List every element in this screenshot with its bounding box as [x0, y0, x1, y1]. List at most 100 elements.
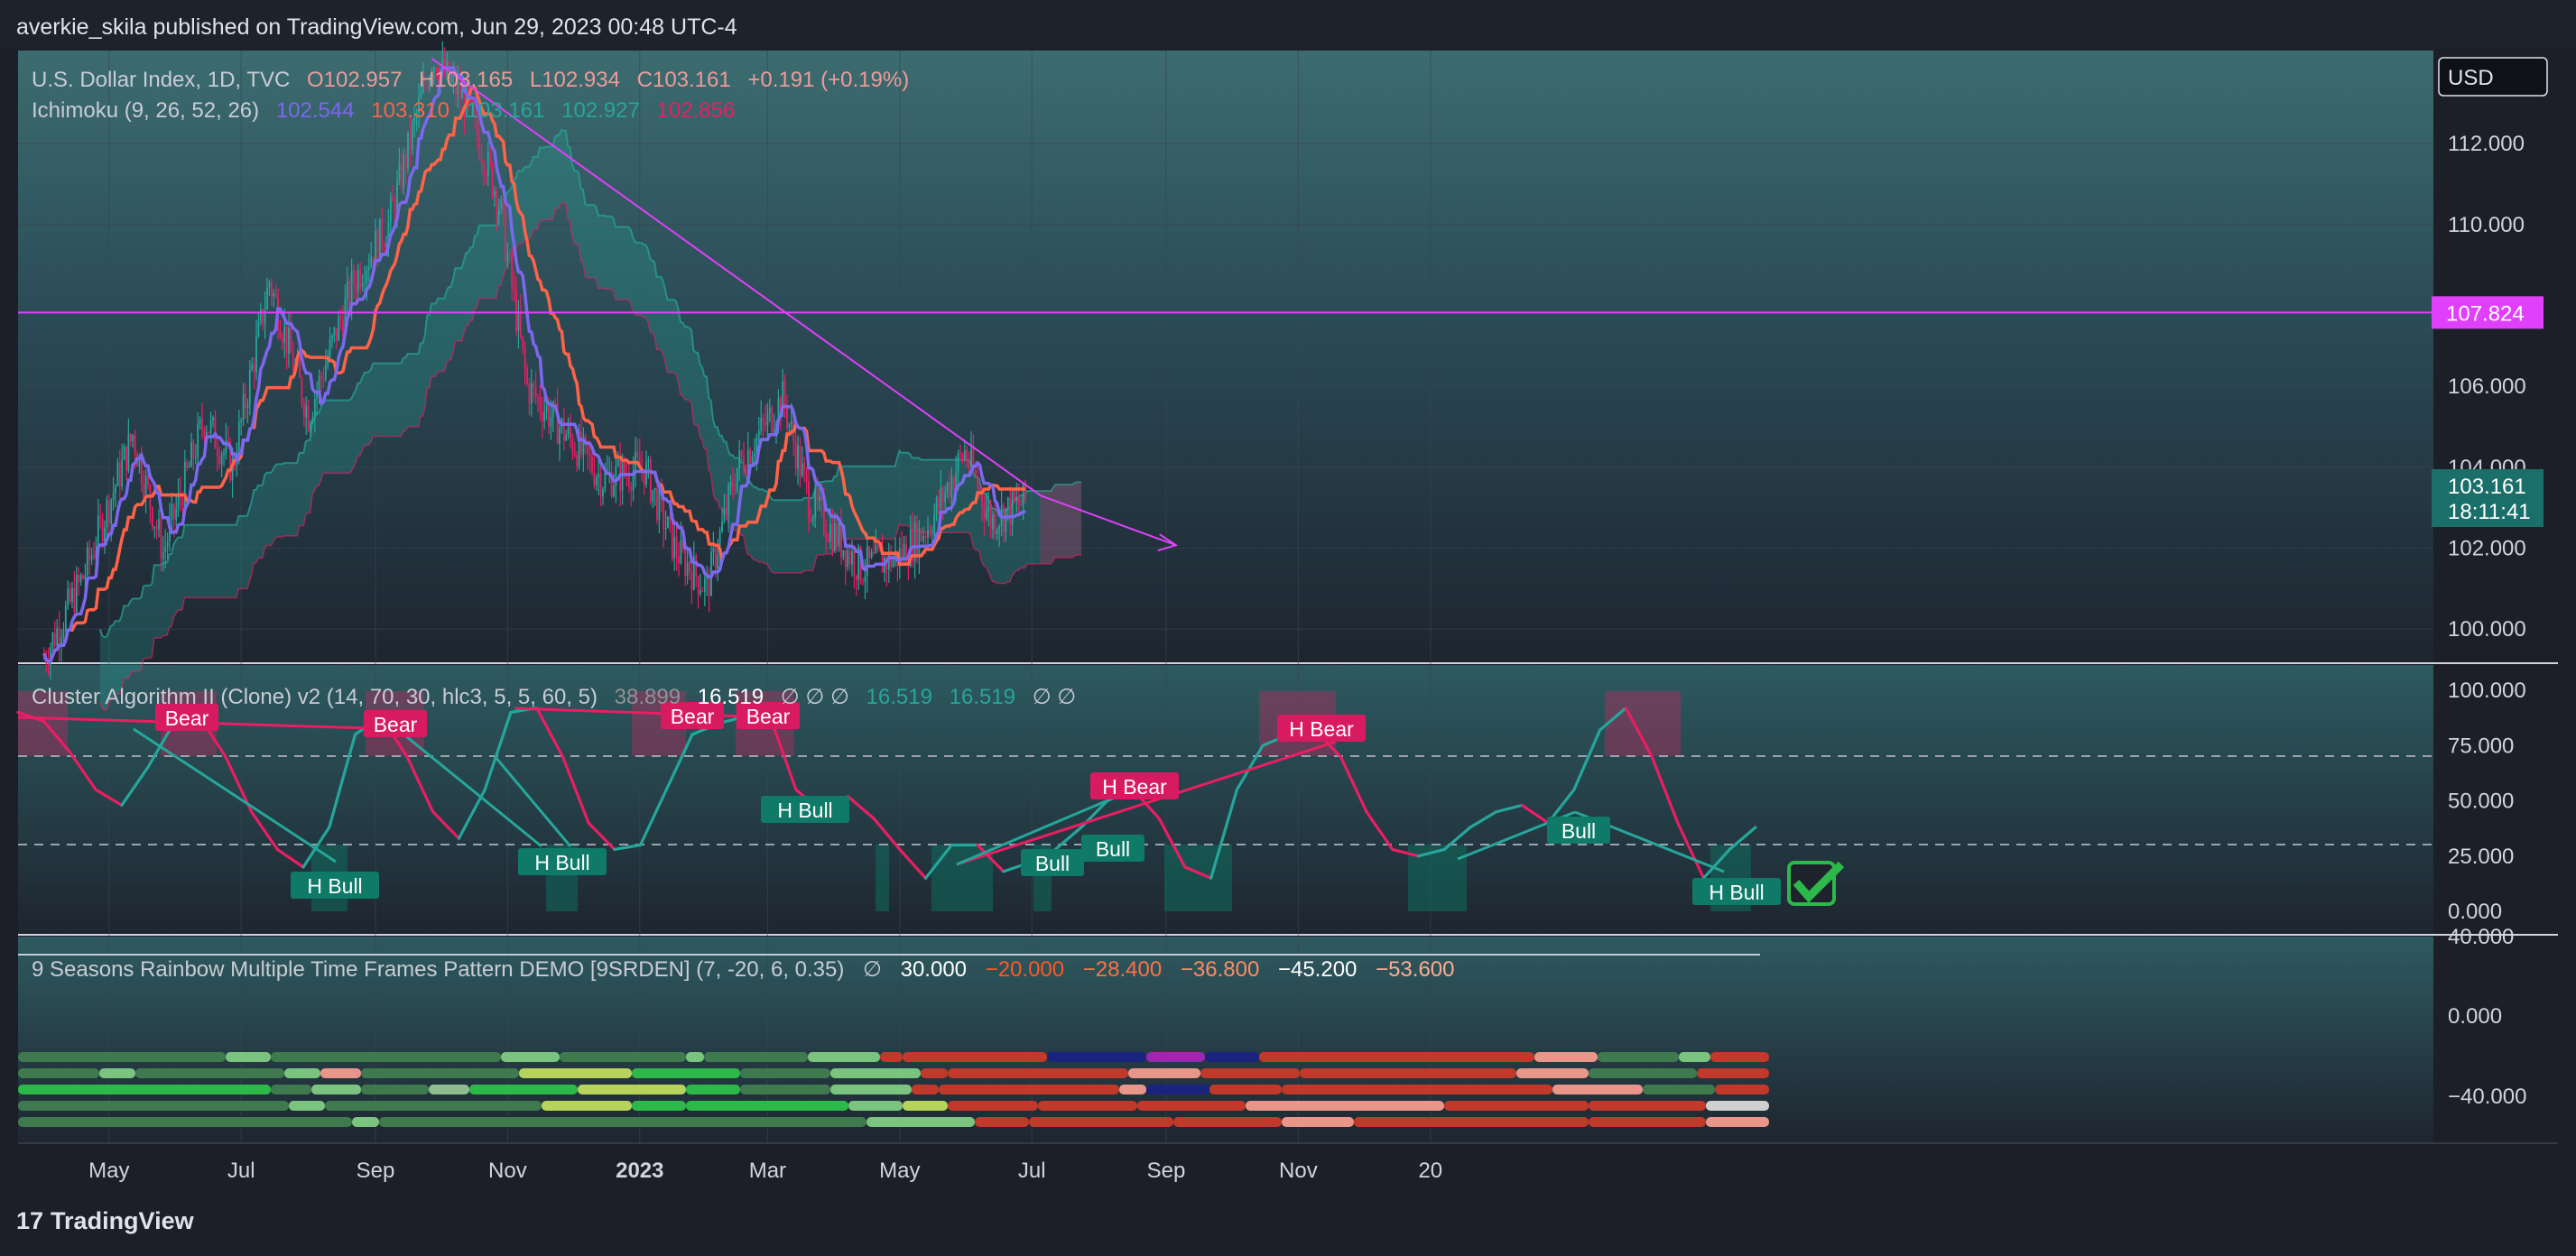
candle-body	[353, 271, 355, 285]
candle-body	[426, 84, 429, 90]
rainbow-segment	[1047, 1052, 1146, 1062]
last-price-label: 103.161	[2448, 475, 2526, 499]
candle-body	[533, 383, 535, 387]
rainbow-segment	[1209, 1085, 1282, 1094]
rainbow-segment	[1029, 1117, 1173, 1127]
price-tick-label: 110.000	[2448, 213, 2525, 237]
candle-body	[946, 483, 949, 493]
candle-body	[132, 435, 134, 442]
candle-body	[47, 663, 50, 666]
time-axis[interactable]: May Jul Sep Nov 2023 Mar May Jul Sep Nov 20	[88, 1159, 1442, 1183]
candle-body	[476, 115, 478, 137]
candle-body	[429, 77, 431, 90]
candle-body	[227, 440, 229, 442]
candle-body	[819, 496, 820, 502]
candle-body	[82, 575, 84, 579]
candle-body	[283, 326, 286, 343]
candle-body	[599, 473, 602, 497]
rainbow-axis[interactable]: 40.000 0.000 −40.000	[2448, 925, 2526, 1109]
osc-segment	[1701, 847, 1731, 880]
candle-body	[273, 292, 275, 297]
candle-body	[104, 527, 106, 542]
rainbow-segment	[740, 1085, 830, 1094]
candle-body	[431, 71, 433, 78]
candle-body	[913, 522, 916, 562]
rainbow-tick-label: 40.000	[2448, 925, 2514, 949]
candle-body	[216, 448, 218, 457]
trend-line[interactable]	[431, 58, 1042, 496]
candle-body	[866, 546, 868, 577]
candle-body	[134, 435, 136, 455]
candle-body	[387, 221, 390, 245]
candle-body	[649, 459, 652, 503]
currency-button[interactable]	[2438, 57, 2548, 97]
candle-body	[84, 576, 87, 579]
candle-body	[762, 418, 764, 422]
candle-body	[700, 590, 701, 595]
candle-body	[706, 576, 709, 579]
rainbow-segment	[320, 1068, 361, 1078]
osc-axis[interactable]: 0.000 25.000 50.000 75.000 100.000	[2448, 679, 2526, 924]
candle-body	[127, 433, 130, 471]
candle-body	[876, 544, 879, 550]
candle-body	[847, 550, 849, 568]
candle-body	[194, 457, 197, 459]
candle-body	[714, 548, 717, 568]
rainbow-segment	[1205, 1052, 1259, 1062]
rainbow-v5: −45.200	[1278, 957, 1357, 982]
rainbow-segment	[686, 1052, 704, 1062]
candle-body	[472, 98, 474, 111]
candle-body	[486, 152, 489, 177]
candle-body	[842, 550, 845, 558]
candle-body	[994, 514, 996, 534]
candle-body	[881, 550, 884, 573]
rainbow-segment	[325, 1101, 542, 1111]
candle-body	[550, 417, 552, 427]
osc-segment	[1598, 706, 1627, 732]
divergence-tag-label: Bear	[165, 706, 209, 730]
candle-body	[836, 523, 839, 548]
close-value: C103.161	[637, 68, 731, 92]
footer-brand[interactable]: 17 TradingView	[16, 1207, 194, 1235]
candle-body	[392, 198, 394, 201]
candle-body	[959, 453, 961, 455]
osc-segment	[275, 847, 305, 869]
candle-body	[671, 519, 673, 559]
candle-body	[441, 59, 444, 69]
candle-body	[398, 163, 401, 181]
rainbow-tick-label: −40.000	[2448, 1085, 2526, 1109]
candle-body	[491, 163, 494, 197]
divergence-tag	[518, 848, 607, 875]
candle-body	[647, 459, 650, 463]
candle-body	[949, 483, 950, 497]
candle-body	[502, 199, 505, 210]
rainbow-segment	[880, 1052, 903, 1062]
rainbow-segment	[1589, 1068, 1697, 1078]
candle-body	[582, 436, 585, 455]
rainbow-segment	[429, 1085, 469, 1094]
rainbow-segment	[1598, 1052, 1679, 1062]
candle-body	[929, 529, 931, 535]
rainbow-segment	[948, 1101, 1038, 1111]
candle-body	[559, 428, 561, 444]
candle-body	[389, 198, 392, 222]
rainbow-segment	[352, 1117, 379, 1127]
osc-tick-label: 0.000	[2448, 900, 2502, 924]
candle-body	[985, 510, 987, 519]
time-tick-label: Jul	[1018, 1159, 1046, 1183]
candle-body	[372, 256, 375, 264]
candle-body	[940, 488, 942, 509]
candle-body	[422, 79, 424, 93]
candle-body	[545, 405, 548, 412]
candle-body	[838, 522, 840, 548]
candle-body	[938, 497, 940, 509]
candle-body	[240, 420, 243, 423]
candle-body	[857, 546, 860, 580]
candle-body	[454, 74, 457, 96]
candle-body	[968, 461, 970, 467]
candle-body	[933, 514, 936, 535]
candle-body	[311, 417, 314, 423]
candle-body	[790, 420, 792, 425]
candle-body	[500, 199, 503, 207]
